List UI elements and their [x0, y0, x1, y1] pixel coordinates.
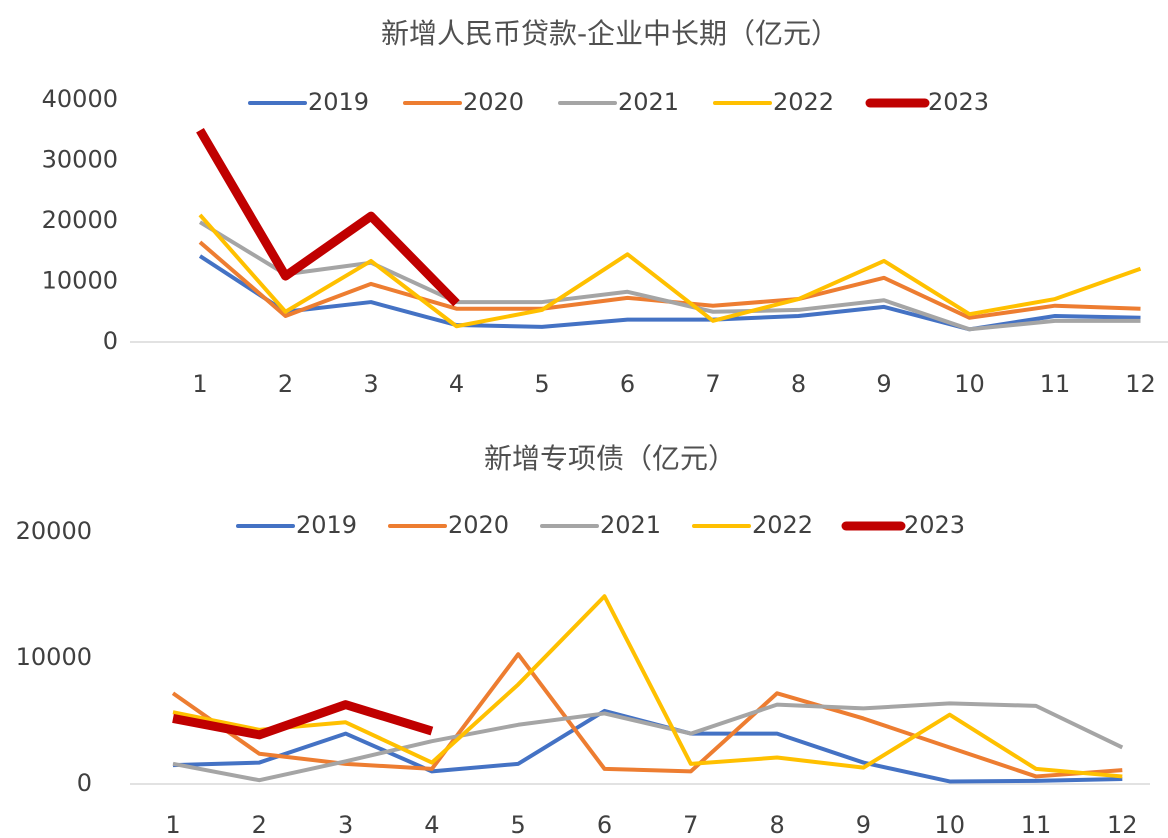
series-line: [172, 700, 434, 740]
series-line: [198, 213, 1142, 329]
y-tick-label: 10000: [16, 643, 92, 671]
legend-label: 2023: [928, 88, 989, 116]
x-tick-label: 8: [769, 811, 784, 838]
x-tick-label: 11: [1021, 811, 1052, 838]
legend-label: 2022: [752, 511, 813, 539]
chart-title: 新增人民币贷款-企业中长期（亿元）: [381, 17, 839, 50]
series-line: [172, 701, 1124, 783]
legend-label: 2020: [463, 88, 524, 116]
x-tick-label: 2: [252, 811, 267, 838]
x-tick-label: 12: [1125, 370, 1156, 398]
x-tick-label: 6: [620, 370, 635, 398]
x-tick-label: 8: [791, 370, 806, 398]
x-tick-label: 12: [1107, 811, 1138, 838]
legend-label: 2020: [448, 511, 509, 539]
y-tick-label: 20000: [42, 206, 118, 234]
y-tick-label: 10000: [42, 267, 118, 295]
x-tick-label: 11: [1040, 370, 1071, 398]
y-tick-label: 20000: [16, 517, 92, 545]
x-tick-label: 7: [705, 370, 720, 398]
x-tick-label: 3: [363, 370, 378, 398]
legend-label: 2021: [600, 511, 661, 539]
x-tick-label: 10: [934, 811, 965, 838]
x-tick-label: 4: [424, 811, 439, 838]
legend-label: 2021: [618, 88, 679, 116]
x-tick-label: 4: [449, 370, 464, 398]
series-line: [171, 652, 1123, 779]
y-tick-label: 0: [103, 327, 118, 355]
x-tick-label: 5: [511, 811, 526, 838]
x-tick-label: 3: [338, 811, 353, 838]
series-line: [196, 127, 460, 307]
chart-title: 新增专项债（亿元）: [484, 442, 736, 475]
x-tick-label: 2: [278, 370, 293, 398]
legend-label: 2019: [308, 88, 369, 116]
y-tick-label: 40000: [42, 85, 118, 113]
series-line: [172, 594, 1123, 779]
x-tick-label: 1: [192, 370, 207, 398]
series-line: [198, 220, 1141, 332]
x-tick-label: 10: [954, 370, 985, 398]
x-tick-label: 9: [856, 811, 871, 838]
x-tick-label: 6: [597, 811, 612, 838]
legend-label: 2023: [904, 511, 965, 539]
legend-label: 2019: [296, 511, 357, 539]
y-tick-label: 30000: [42, 146, 118, 174]
x-tick-label: 9: [876, 370, 891, 398]
x-tick-label: 5: [534, 370, 549, 398]
x-tick-label: 1: [165, 811, 180, 838]
y-tick-label: 0: [77, 769, 92, 797]
legend-label: 2022: [773, 88, 834, 116]
x-tick-label: 7: [683, 811, 698, 838]
